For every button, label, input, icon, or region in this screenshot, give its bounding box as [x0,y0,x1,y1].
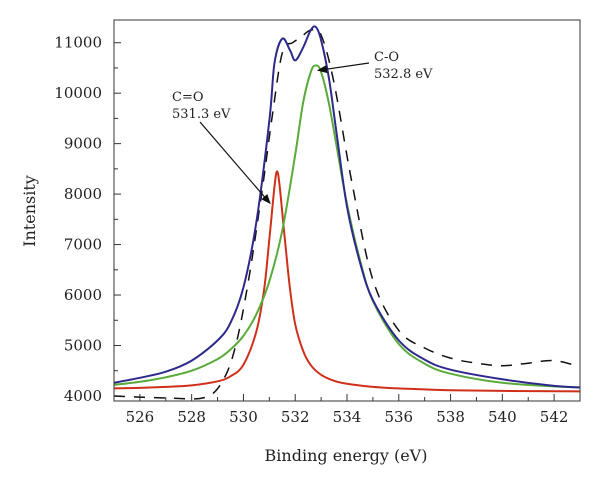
y-tick-label: 7000 [64,236,102,254]
y-tick-label: 5000 [64,336,102,354]
annotation-value: 531.3 eV [172,107,231,122]
x-tick-label: 530 [229,408,258,426]
axis-ticks: 526 528 530 532 534 536 538 540 542 4000 5000 6000 7… [54,34,581,426]
x-tick-label: 528 [177,408,206,426]
series-line-4 [113,28,581,400]
y-tick-label: 9000 [64,135,102,153]
series-line-2 [113,64,581,389]
y-tick-label: 10000 [54,84,102,102]
x-tick-label: 542 [540,408,569,426]
x-tick-label: 538 [436,408,465,426]
annotation-label: C=O [172,90,204,105]
annotations: C=O 531.3 eV C-O 532.8 eV [172,50,433,205]
series-line-1 [113,25,581,389]
x-tick-label: 526 [126,408,155,426]
y-axis-label: Intensity [20,175,39,247]
series-line-3 [113,170,581,393]
x-tick-label: 540 [488,408,517,426]
x-tick-label: 534 [333,408,362,426]
y-tick-label: 6000 [64,286,102,304]
series-lines [113,25,581,400]
annotation-arrow [316,62,370,74]
y-tick-label: 4000 [64,387,102,405]
annotation-arrow [199,121,271,205]
y-tick-label: 11000 [54,34,102,52]
annotation-value: 532.8 eV [374,67,433,82]
x-tick-label: 532 [281,408,310,426]
x-tick-label: 536 [384,408,413,426]
y-tick-label: 8000 [64,185,102,203]
plot-frame [113,19,581,402]
annotation-label: C-O [374,50,399,65]
x-axis-label: Binding energy (eV) [265,446,428,465]
